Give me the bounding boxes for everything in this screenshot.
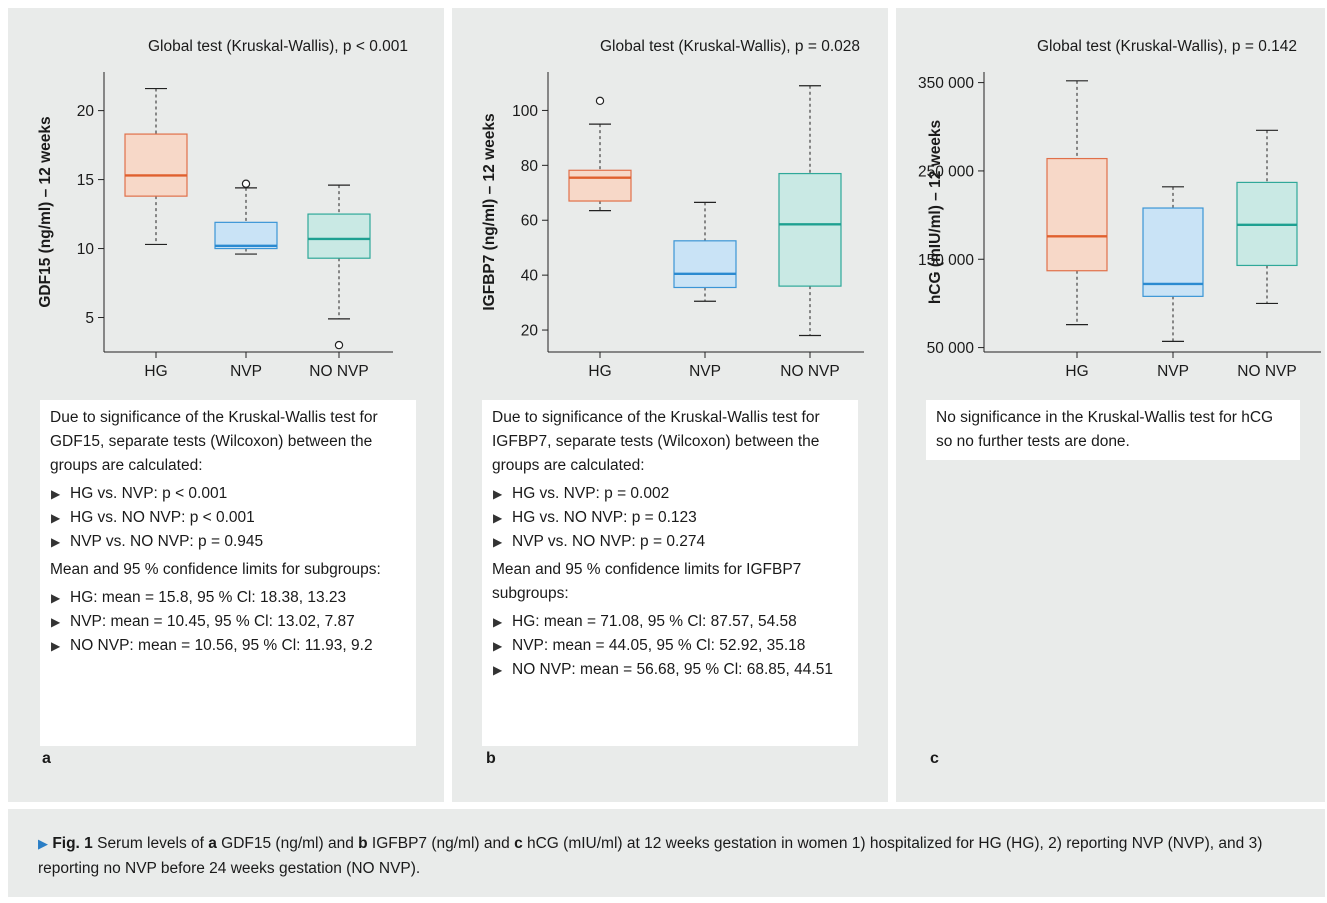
list-item: ▶ HG vs. NO NVP: p = 0.123 (492, 506, 848, 530)
statistics-note: Due to significance of the Kruskal-Walli… (40, 400, 416, 746)
list-item: ▶ NVP: mean = 44.05, 95 % Cl: 52.92, 35.1… (492, 634, 848, 658)
boxplot-hcg: 50 000 150 000 250 000 350 000 HG NVP NO NVP hC… (918, 72, 1321, 380)
x-tick-label: NVP (230, 363, 262, 380)
box-nvp (1142, 207, 1204, 297)
y-tick-label: 250 000 (918, 163, 974, 180)
x-tick-label: NO NVP (1237, 363, 1296, 380)
x-tick-label: HG (1065, 363, 1088, 380)
statistics-note: No significance in the Kruskal-Wallis te… (926, 400, 1300, 460)
panel-letter: a (42, 750, 51, 767)
list-item: ▶ HG: mean = 15.8, 95 % Cl: 18.38, 13.23 (50, 586, 406, 610)
list-item: ▶ HG vs. NO NVP: p < 0.001 (50, 506, 406, 530)
triangle-bullet-icon: ▶ (51, 615, 61, 629)
y-tick-label: 20 (77, 103, 95, 120)
triangle-bullet-icon: ▶ (493, 615, 503, 629)
panel-c: Global test (Kruskal-Wallis), p = 0.142 … (896, 8, 1325, 802)
chart-title: Global test (Kruskal-Wallis), p = 0.028 (599, 38, 860, 55)
y-axis-label: GDF15 (ng/ml) – 12 weeks (37, 116, 54, 307)
box-no-nvp (307, 213, 371, 259)
ci-intro: Mean and 95 % confidence limits for subg… (50, 561, 381, 578)
outlier-point (241, 179, 251, 188)
triangle-bullet-icon: ▶ (51, 639, 61, 653)
triangle-bullet-icon: ▶ (51, 535, 61, 549)
x-tick-label: HG (144, 363, 167, 380)
y-tick-label: 15 (77, 172, 94, 189)
y-tick-label: 5 (85, 310, 94, 327)
box-no-nvp (778, 172, 842, 287)
figure-caption-box: ▶ Fig. 1 Serum levels of a GDF15 (ng/ml)… (8, 809, 1325, 897)
x-tick-label: HG (588, 363, 611, 380)
y-tick-label: 60 (521, 213, 539, 230)
x-tick-label: NO NVP (780, 363, 839, 380)
y-axis-label: IGFBP7 (ng/ml) – 12 weeks (481, 113, 498, 310)
triangle-bullet-icon: ▶ (493, 535, 503, 549)
y-tick-label: 150 000 (918, 252, 974, 269)
y-tick-label: 20 (521, 323, 539, 340)
test-list: ▶ HG vs. NVP: p = 0.002 ▶ HG vs. NO NVP: p… (492, 482, 848, 554)
boxplot-gdf15: 5 10 15 20 HG NVP NO NVP GDF15 (ng/ml) – 12 wee… (37, 72, 393, 380)
box-hg (1046, 157, 1108, 272)
y-tick-label: 50 000 (927, 340, 975, 357)
boxplot-igfbp7: 20 40 60 80 100 HG NVP NO NVP IGFBP7 (ng/ml) – 1… (481, 72, 864, 380)
y-tick-label: 100 (512, 103, 538, 120)
panel-b: Global test (Kruskal-Wallis), p = 0.028 … (452, 8, 888, 802)
list-item: ▶ NO NVP: mean = 56.68, 95 % Cl: 68.85, 4… (492, 658, 848, 682)
box-hg (124, 133, 188, 197)
triangle-bullet-icon: ▶ (51, 487, 61, 501)
triangle-bullet-icon: ▶ (51, 511, 61, 525)
y-tick-label: 10 (77, 241, 95, 258)
triangle-bullet-icon: ▶ (493, 639, 503, 653)
list-item: ▶ NVP vs. NO NVP: p = 0.945 (50, 530, 406, 554)
triangle-bullet-icon: ▶ (493, 487, 503, 501)
arrow-bullet-icon: ▶ (38, 836, 48, 851)
triangle-bullet-icon: ▶ (493, 663, 503, 677)
ci-intro: Mean and 95 % confidence limits for IGFB… (492, 561, 802, 602)
x-tick-label: NO NVP (309, 363, 368, 380)
list-item: ▶ NO NVP: mean = 10.56, 95 % Cl: 11.93, 9… (50, 634, 406, 658)
outlier-point (334, 340, 344, 350)
outlier-point (595, 96, 605, 106)
list-item: ▶ HG: mean = 71.08, 95 % Cl: 87.57, 54.58 (492, 610, 848, 634)
chart-title: Global test (Kruskal-Wallis), p < 0.001 (147, 38, 408, 55)
x-tick-label: NVP (1157, 363, 1189, 380)
figure-number: Fig. 1 (52, 835, 93, 852)
test-list: ▶ HG vs. NVP: p < 0.001 ▶ HG vs. NO NVP: p… (50, 482, 406, 554)
triangle-bullet-icon: ▶ (493, 511, 503, 525)
list-item: ▶ NVP vs. NO NVP: p = 0.274 (492, 530, 848, 554)
y-tick-label: 80 (521, 158, 539, 175)
panel-a: Global test (Kruskal-Wallis), p < 0.001 … (8, 8, 444, 802)
x-tick-label: NVP (689, 363, 721, 380)
note-intro: Due to significance of the Kruskal-Walli… (50, 409, 378, 474)
ci-list: ▶ HG: mean = 15.8, 95 % Cl: 18.38, 13.23 … (50, 586, 406, 658)
y-axis-label: hCG (mIU/ml) – 12 weeks (927, 120, 944, 304)
list-item: ▶ HG vs. NVP: p = 0.002 (492, 482, 848, 506)
triangle-bullet-icon: ▶ (51, 591, 61, 605)
box-nvp (214, 221, 278, 250)
box-hg (568, 169, 632, 202)
statistics-note: Due to significance of the Kruskal-Walli… (482, 400, 858, 746)
panel-letter: b (486, 750, 496, 767)
y-tick-label: 350 000 (918, 75, 974, 92)
figure-caption: ▶ Fig. 1 Serum levels of a GDF15 (ng/ml)… (38, 835, 1263, 877)
ci-list: ▶ HG: mean = 71.08, 95 % Cl: 87.57, 54.58… (492, 610, 848, 682)
list-item: ▶ HG vs. NVP: p < 0.001 (50, 482, 406, 506)
note-intro: Due to significance of the Kruskal-Walli… (492, 409, 820, 474)
chart-title: Global test (Kruskal-Wallis), p = 0.142 (1036, 38, 1297, 55)
panel-letter: c (930, 750, 939, 767)
list-item: ▶ NVP: mean = 10.45, 95 % Cl: 13.02, 7.87 (50, 610, 406, 634)
box-nvp (673, 240, 737, 289)
y-tick-label: 40 (521, 268, 539, 285)
note-intro: No significance in the Kruskal-Wallis te… (936, 409, 1274, 450)
